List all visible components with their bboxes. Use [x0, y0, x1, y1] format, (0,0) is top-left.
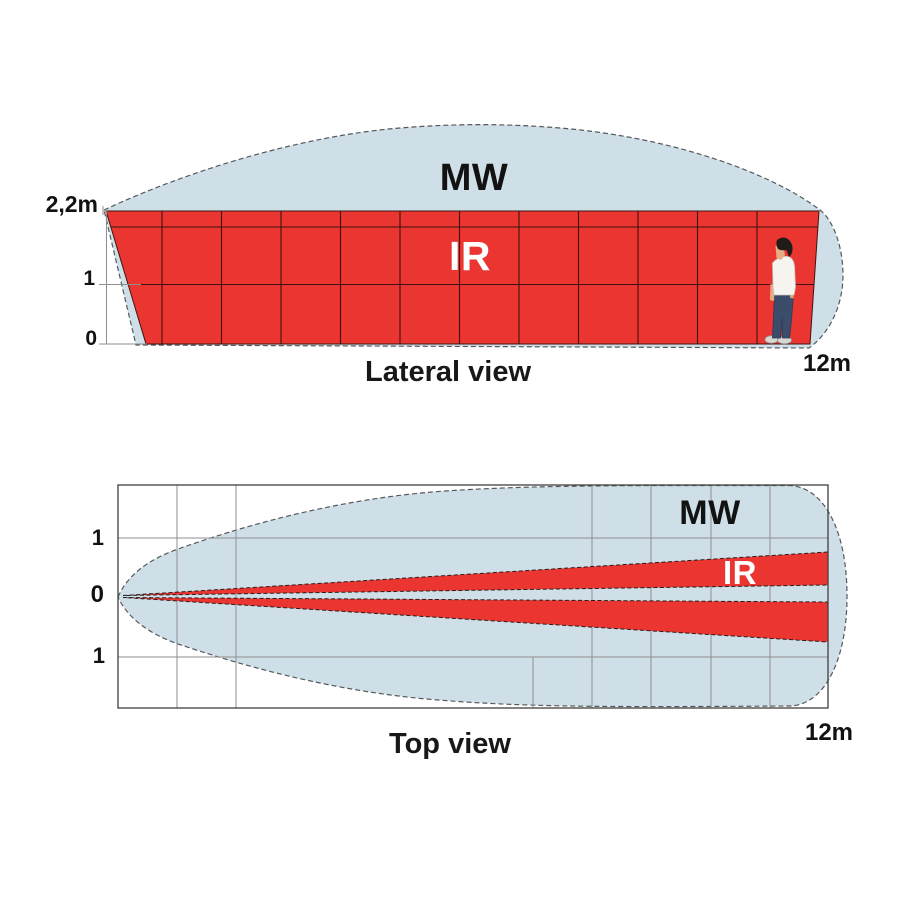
label-ir-lateral: IR	[449, 233, 491, 279]
label-max-height: 2,2m	[46, 191, 98, 217]
person-hair	[776, 237, 793, 257]
label-range-lateral: 12m	[803, 350, 851, 377]
person-jeans	[772, 293, 794, 339]
top-mw-area	[117, 484, 848, 708]
top-grid	[118, 485, 828, 708]
label-lower-top: 1	[93, 643, 105, 668]
label-ir-top: IR	[723, 554, 757, 591]
person-shirt	[772, 255, 796, 296]
lateral-axis	[99, 206, 147, 345]
lateral-caption: Lateral view	[365, 356, 531, 388]
label-mid-height: 1	[83, 267, 95, 290]
label-range-top: 12m	[805, 719, 853, 746]
lateral-ir-area	[105, 210, 820, 345]
label-zero-top: 0	[91, 581, 104, 608]
label-mw-lateral: MW	[440, 157, 509, 199]
lateral-view: 2,2m 1 0 MW IR 12m Lateral view	[46, 124, 851, 388]
label-upper-top: 1	[92, 525, 104, 550]
lateral-ir-grid	[106, 211, 819, 344]
top-view: 1 0 1 MW IR 12m Top view	[91, 484, 853, 760]
top-grid-border	[117, 484, 829, 709]
label-mw-top: MW	[679, 494, 741, 532]
top-caption: Top view	[389, 728, 511, 760]
person-figure	[764, 237, 796, 345]
label-zero-lateral: 0	[85, 327, 97, 350]
